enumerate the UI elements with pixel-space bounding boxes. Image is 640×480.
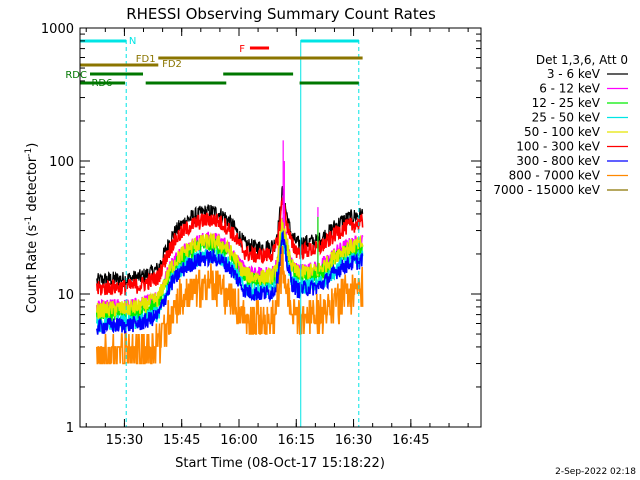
legend-header: Det 1,3,6, Att 0 [536, 53, 628, 67]
y-axis-label-part1: Count Rate (s [25, 225, 40, 314]
y-axis-label-part2: detector [25, 156, 40, 216]
legend-label: 7000 - 15000 keV [493, 183, 600, 197]
flag-segment [249, 46, 270, 50]
y-tick-label: 10 [57, 288, 74, 303]
x-axis-label: Start Time (08-Oct-17 15:18:22) [175, 456, 385, 471]
flag-rdc: RDC [65, 70, 294, 81]
y-axis-label-sup2: -1 [24, 148, 34, 157]
x-tick-label: 16:00 [220, 433, 257, 448]
y-tick-label: 1 [66, 421, 74, 436]
flag-label: N [129, 36, 136, 47]
y-axis-label-part3: ) [25, 143, 40, 148]
flag-segment [80, 63, 159, 67]
legend-item: 100 - 300 keV [516, 140, 628, 154]
legend-item: 25 - 50 keV [532, 111, 628, 125]
x-tick-label: 16:15 [278, 433, 315, 448]
legend-label: 100 - 300 keV [516, 140, 600, 154]
flag-segment [90, 72, 144, 76]
series-line [96, 245, 364, 365]
legend-label: 25 - 50 keV [532, 111, 601, 125]
series-300-800-kev [96, 230, 363, 335]
y-axis-label-sup1: -1 [24, 216, 34, 225]
series-800-7000-kev [96, 245, 364, 365]
flag-label: F [239, 44, 245, 55]
legend-label: 6 - 12 keV [539, 82, 601, 96]
legend-item: 6 - 12 keV [539, 82, 628, 96]
legend-item: 50 - 100 keV [524, 125, 628, 139]
legend-item: 12 - 25 keV [532, 96, 628, 110]
x-tick-layer: 15:30 15:45 16:00 16:15 16:30 16:45 [85, 28, 469, 448]
flag-segment [158, 56, 363, 60]
y-tick-layer: 1 10 100 1000 [41, 22, 481, 436]
legend-item: 7000 - 15000 keV [493, 183, 628, 197]
chart-title: RHESSI Observing Summary Count Rates [126, 5, 436, 23]
x-tick-label: 15:30 [106, 433, 143, 448]
flag-label: RD6 [91, 78, 112, 89]
data-layer [96, 140, 364, 365]
axes-frame [79, 27, 482, 428]
flag-segment [80, 39, 127, 43]
flag-label: FD2 [162, 59, 182, 70]
legend-item: 300 - 800 keV [516, 154, 628, 168]
legend-label: 50 - 100 keV [524, 125, 601, 139]
flag-bar-layer: N F FD1 FD2 RDC RD6 [65, 36, 363, 89]
flag-fd1: FD1 [80, 54, 159, 67]
flag-segment [300, 39, 359, 43]
flag-segment [145, 81, 227, 85]
legend-label: 800 - 7000 keV [509, 169, 601, 183]
x-tick-label: 15:45 [163, 433, 200, 448]
flag-segment [223, 72, 294, 76]
flag-label: FD1 [136, 54, 156, 65]
legend-label: 300 - 800 keV [516, 154, 600, 168]
y-tick-label: 100 [49, 155, 74, 170]
flag-rd6: RD6 [80, 78, 359, 89]
legend-label: 3 - 6 keV [547, 67, 601, 81]
flag-segment [299, 81, 359, 85]
flag-n: N [80, 36, 359, 47]
flag-label: RDC [65, 70, 87, 81]
flag-segment [80, 81, 126, 85]
x-tick-label: 16:30 [335, 433, 372, 448]
footer-timestamp: 2-Sep-2022 02:18 [555, 467, 636, 477]
legend-label: 12 - 25 keV [532, 96, 601, 110]
series-line [96, 230, 363, 335]
y-axis-label: Count Rate (s-1 detector-1) [24, 143, 40, 314]
flag-fd2: FD2 [158, 56, 363, 70]
y-tick-label: 1000 [41, 22, 74, 37]
legend-item: 800 - 7000 keV [509, 169, 628, 183]
legend-item: 3 - 6 keV [547, 67, 628, 81]
flag-f: F [239, 44, 270, 55]
x-tick-label: 16:45 [392, 433, 429, 448]
